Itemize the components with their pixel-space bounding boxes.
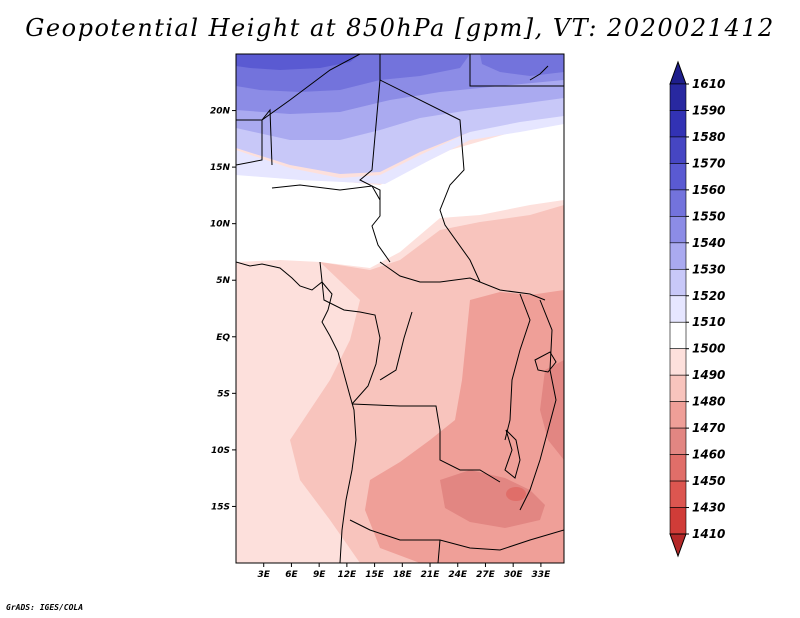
lat-tick-label: 10N xyxy=(210,220,231,230)
border-central-2 xyxy=(319,261,381,405)
border-nigeria xyxy=(271,184,381,201)
colorbar-label: 1580 xyxy=(692,130,725,144)
map-title: Geopotential Height at 850hPa [gpm], VT:… xyxy=(25,14,775,42)
border-south-1 xyxy=(349,519,564,551)
border-drc-2 xyxy=(379,311,413,381)
colorbar-label: 1430 xyxy=(692,501,725,515)
lon-tick-label: 33E xyxy=(532,570,552,580)
lon-tick-label: 27E xyxy=(476,570,496,580)
colorbar-swatch xyxy=(669,507,687,535)
colorbar-swatch xyxy=(669,348,687,376)
colorbar-label: 1530 xyxy=(692,262,725,276)
colorbar-swatch xyxy=(669,401,687,429)
border-drc-1 xyxy=(351,403,501,483)
longitude-axis: 3E 6E 9E 12E 15E 18E 21E 24E 27E 30E 33E xyxy=(258,563,552,580)
field-band-sw-1490 xyxy=(236,470,270,563)
latitude-axis: 20N 15N 10N 5N EQ 5S 10S 15S xyxy=(210,107,236,512)
lon-tick-label: 18E xyxy=(393,570,413,580)
colorbar-swatch xyxy=(669,454,687,482)
border-north-3 xyxy=(359,54,391,263)
colorbar-swatch xyxy=(669,163,687,191)
field-band-1460-1470 xyxy=(540,360,564,460)
field-band-1510-1520 xyxy=(236,114,564,184)
colorbar-swatch xyxy=(669,480,687,508)
field-band-1560-1570 xyxy=(236,54,360,70)
colorbar-bottom-arrow xyxy=(669,533,687,558)
colorbar-swatch xyxy=(669,427,687,455)
colorbar-swatch xyxy=(669,242,687,270)
border-north-1 xyxy=(236,54,361,121)
colorbar-top-arrow xyxy=(669,60,687,85)
border-north-2 xyxy=(236,108,273,166)
lat-tick-label: 5N xyxy=(216,276,230,286)
lat-tick-label: 15S xyxy=(211,502,230,512)
colorbar-swatch xyxy=(669,295,687,323)
lat-tick-label: 10S xyxy=(211,446,230,456)
border-central-1 xyxy=(379,261,546,301)
colorbar-swatch xyxy=(669,189,687,217)
colorbar-label: 1560 xyxy=(692,183,725,197)
geopotential-shading xyxy=(236,54,564,563)
field-band-1450-1460 xyxy=(506,487,526,501)
field-band-1500-1510 xyxy=(236,122,564,268)
lon-tick-label: 15E xyxy=(365,570,385,580)
field-band-1460-1470-south xyxy=(440,470,545,528)
colorbar-swatch xyxy=(669,110,687,138)
lake-outline xyxy=(534,351,557,373)
colorbar-label: 1610 xyxy=(692,77,725,91)
border-sudan xyxy=(469,54,564,87)
lat-tick-label: 15N xyxy=(210,163,231,173)
colorbar-swatch xyxy=(669,216,687,244)
colorbar-label: 1520 xyxy=(692,289,725,303)
colorbar-label: 1510 xyxy=(692,315,725,329)
colorbar-label: 1410 xyxy=(692,527,725,541)
map-frame xyxy=(235,53,565,564)
lat-tick-label: 5S xyxy=(217,389,230,399)
colorbar-label: 1470 xyxy=(692,421,725,435)
lon-tick-label: 9E xyxy=(313,570,326,580)
colorbar-label: 1500 xyxy=(692,342,725,356)
colorbar-label: 1540 xyxy=(692,236,725,250)
colorbar-label: 1480 xyxy=(692,395,725,409)
colorbar-swatch xyxy=(669,268,687,297)
lon-tick-label: 12E xyxy=(338,570,358,580)
colorbar-label: 1570 xyxy=(692,156,725,170)
border-east-2 xyxy=(519,299,557,511)
lon-tick-label: 24E xyxy=(448,570,468,580)
colorbar-label: 1590 xyxy=(692,103,725,117)
border-east-1 xyxy=(504,293,531,441)
lat-tick-label: EQ xyxy=(216,333,230,343)
lon-tick-label: 3E xyxy=(258,570,271,580)
political-boundaries xyxy=(236,54,564,563)
lat-tick-label: 20N xyxy=(210,107,231,117)
border-ne-coast xyxy=(529,65,549,81)
colorbar-swatch xyxy=(669,374,687,402)
colorbar-swatch xyxy=(669,136,687,164)
colorbar-label: 1460 xyxy=(692,448,725,462)
colorbar-swatch xyxy=(669,83,687,111)
lon-tick-label: 21E xyxy=(421,570,441,580)
credit-text: GrADS: IGES/COLA xyxy=(6,603,84,612)
colorbar-label: 1490 xyxy=(692,368,725,382)
coastline-west-africa xyxy=(236,261,357,563)
border-lakes xyxy=(504,429,521,479)
colorbar-label: 1550 xyxy=(692,209,725,223)
colorbar-label: 1450 xyxy=(692,474,725,488)
lon-tick-label: 30E xyxy=(504,570,524,580)
border-south-2 xyxy=(437,539,441,563)
lon-tick-label: 6E xyxy=(285,570,298,580)
border-chad xyxy=(379,79,481,283)
colorbar-swatch xyxy=(669,321,687,350)
colorbar: 1610 1590 1580 1570 1560 1550 1540 1530 1520 1510… xyxy=(669,60,725,558)
